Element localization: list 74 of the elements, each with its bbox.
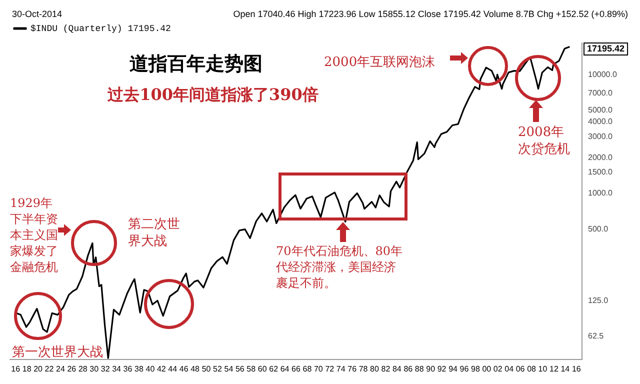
x-tick-label: 76: [348, 364, 358, 374]
y-tick-label: 62.5: [588, 332, 604, 341]
text: Open 17040.46 High 17223.96 Low 15855.12 Close 17195.42 Volume 8.7B Chg +152.52 (+0.89%): [233, 8, 628, 19]
x-tick-label: 90: [426, 364, 436, 374]
text: 30-Oct-2014: [12, 8, 62, 19]
x-tick-label: 74: [336, 364, 346, 374]
x-tick-label: 24: [56, 364, 66, 374]
x-tick-label: 16: [11, 364, 21, 374]
x-tick-label: 30: [90, 364, 100, 374]
x-tick-label: 56: [235, 364, 245, 374]
x-tick-label: 06: [516, 364, 526, 374]
x-tick-label: 66: [292, 364, 301, 374]
x-tick-label: 22: [44, 364, 54, 374]
x-tick-label: 72: [325, 364, 335, 374]
x-tick-label: 32: [100, 364, 110, 374]
legend-label: $INDU (Quarterly) 17195.42: [30, 24, 171, 34]
x-tick-label: 34: [112, 364, 122, 374]
y-tick-label: 5000.0: [588, 106, 614, 115]
x-tick-label: 86: [404, 364, 414, 374]
x-tick-label: 16: [572, 364, 582, 374]
x-tick-label: 46: [179, 364, 189, 374]
x-tick-label: 82: [381, 364, 391, 374]
y-tick-label: 1500.0: [588, 168, 614, 177]
x-tick-label: 78: [358, 364, 368, 374]
x-tick-label: 26: [67, 364, 77, 374]
text: 17195.42: [587, 43, 625, 54]
x-tick-label: 92: [437, 364, 447, 374]
annotation: 1929年下半年资本主义国家爆发了金融危机: [10, 196, 58, 274]
y-tick-label: 7000.0: [588, 88, 614, 98]
x-tick-label: 58: [246, 364, 256, 374]
x-tick-label: 44: [168, 364, 178, 374]
x-tick-label: 42: [156, 364, 166, 374]
x-tick-label: 08: [527, 364, 537, 374]
annotation: 2000年互联网泡沫: [324, 54, 436, 70]
annotation: 第一次世界大战: [12, 344, 103, 360]
y-tick-label: 10000.0: [588, 70, 618, 79]
annotation: 第二次世界大战: [128, 216, 180, 249]
x-tick-label: 04: [504, 364, 514, 374]
y-tick-label: 2000.0: [588, 152, 614, 162]
text: 道指百年走势图: [130, 53, 262, 75]
y-tick-label: 125.0: [588, 296, 609, 305]
annotation: 2008年次贷危机: [518, 124, 570, 157]
y-tick-label: 4000.0: [588, 117, 614, 126]
x-tick-label: 96: [460, 364, 470, 374]
x-tick-label: 12: [550, 364, 559, 374]
text: 过去100年间道指涨了390倍: [106, 85, 318, 104]
x-tick-label: 14: [560, 364, 570, 374]
x-tick-label: 80: [370, 364, 380, 374]
y-tick-label: 500.0: [588, 224, 609, 234]
x-tick-label: 84: [392, 364, 402, 374]
x-tick-label: 38: [134, 364, 144, 374]
x-tick-label: 00: [482, 364, 492, 374]
x-tick-label: 88: [414, 364, 424, 374]
x-tick-label: 48: [190, 364, 200, 374]
x-tick-label: 98: [471, 364, 480, 374]
x-tick-label: 70: [314, 364, 324, 374]
x-tick-label: 10: [538, 364, 548, 374]
x-tick-label: 40: [146, 364, 156, 374]
x-tick-label: 02: [493, 364, 503, 374]
x-tick-label: 60: [258, 364, 268, 374]
x-tick-label: 94: [448, 364, 458, 374]
x-tick-label: 64: [280, 364, 290, 374]
x-tick-label: 52: [213, 364, 222, 374]
y-tick-label: 3000.0: [588, 132, 614, 141]
x-tick-label: 54: [224, 364, 234, 374]
x-tick-label: 50: [202, 364, 212, 374]
x-tick-label: 62: [269, 364, 279, 374]
x-tick-label: 28: [78, 364, 88, 374]
x-tick-label: 36: [123, 364, 133, 374]
y-tick-label: 1000.0: [588, 188, 614, 198]
x-tick-label: 20: [34, 364, 44, 374]
x-tick-label: 18: [22, 364, 32, 374]
x-tick-label: 68: [302, 364, 312, 374]
annotation: 70年代石油危机、80年代经济滞涨，美国经济裹足不前。: [275, 244, 403, 290]
